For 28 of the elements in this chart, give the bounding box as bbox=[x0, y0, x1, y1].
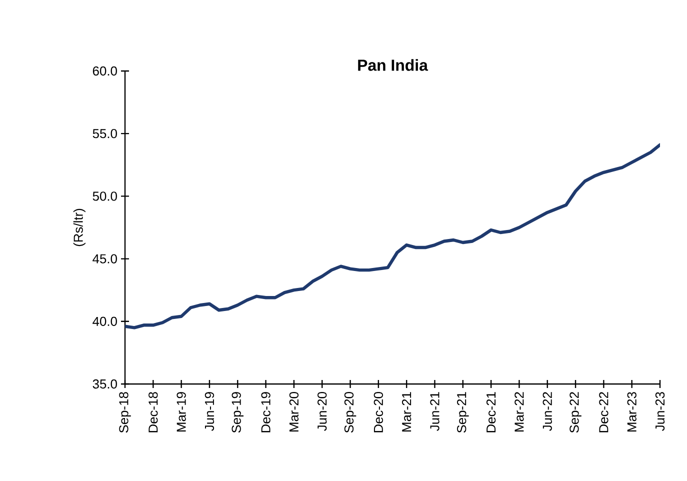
x-tick-label: Jun-22 bbox=[542, 392, 552, 431]
x-tick-label: Sep-21 bbox=[457, 392, 469, 433]
x-tick-label: Jun-19 bbox=[204, 392, 214, 431]
x-tick-label: Jun-21 bbox=[430, 392, 440, 431]
x-tick-label: Dec-22 bbox=[599, 392, 608, 432]
x-tick-label: Mar-23 bbox=[627, 392, 636, 432]
chart-title: Pan India bbox=[358, 59, 428, 71]
x-tick-label: Mar-22 bbox=[514, 392, 524, 432]
y-tick-label: 55.0 bbox=[92, 129, 117, 138]
x-tick-label: Dec-19 bbox=[261, 392, 270, 432]
y-tick-label: 45.0 bbox=[92, 254, 117, 264]
x-tick-label: Sep-22 bbox=[570, 392, 582, 433]
x-tick-label: Sep-19 bbox=[232, 392, 244, 433]
y-tick-label: 50.0 bbox=[92, 192, 117, 201]
x-tick-label: Dec-18 bbox=[148, 392, 158, 432]
x-tick-label: Jun-20 bbox=[318, 392, 327, 431]
x-tick-label: Dec-20 bbox=[374, 392, 384, 432]
x-tick-label: Dec-21 bbox=[486, 392, 496, 432]
y-tick-label: 40.0 bbox=[92, 316, 117, 326]
x-tick-label: Jun-23 bbox=[655, 392, 665, 431]
x-tick-label: Mar-21 bbox=[402, 392, 412, 432]
x-tick-label: Mar-20 bbox=[289, 392, 299, 432]
y-tick-label: 60.0 bbox=[92, 66, 117, 76]
x-tick-label: Mar-19 bbox=[176, 392, 186, 432]
y-axis-title: (Rs/ltr) bbox=[73, 208, 86, 246]
y-tick-label: 35.0 bbox=[92, 379, 117, 389]
x-tick-label: Sep-20 bbox=[344, 392, 356, 433]
x-tick-label: Sep-18 bbox=[119, 392, 131, 433]
